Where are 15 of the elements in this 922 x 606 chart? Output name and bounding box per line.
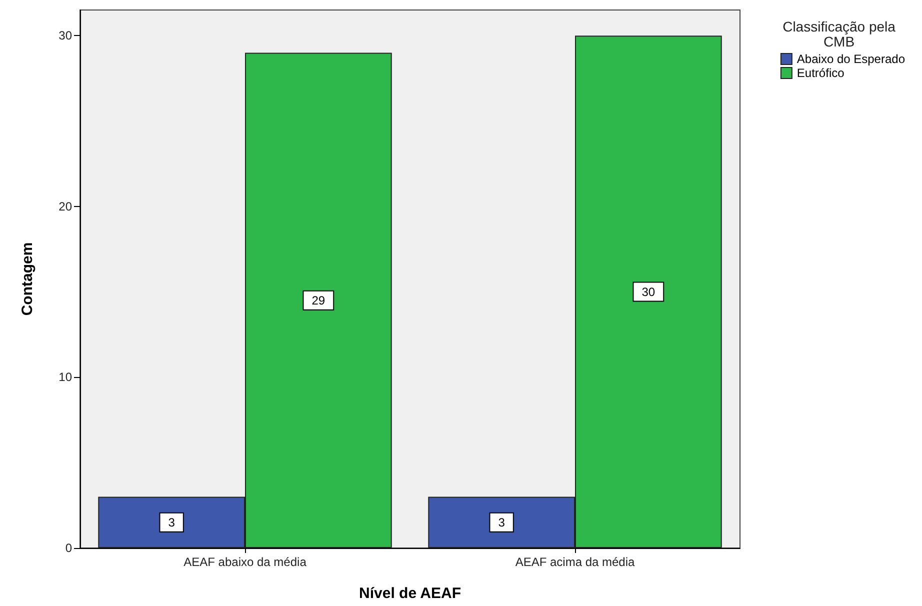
legend-title: Classificação pela CMB xyxy=(782,18,896,50)
y-tick-label: 0 xyxy=(65,541,72,555)
y-axis-title: Contagem xyxy=(19,242,36,316)
y-tick-label: 30 xyxy=(58,28,72,43)
y-tick-label: 10 xyxy=(58,370,72,384)
legend-label: Eutrófico xyxy=(796,66,845,80)
data-label: 30 xyxy=(642,284,656,299)
x-tick-label: AEAF acima da média xyxy=(515,555,636,569)
data-label: 3 xyxy=(498,515,506,530)
data-label: 3 xyxy=(168,515,176,530)
x-axis-title: Nível de AEAF xyxy=(359,585,461,602)
legend-label: Abaixo do Esperado xyxy=(796,52,906,66)
y-tick-label: 20 xyxy=(58,199,72,214)
x-tick-label: AEAF abaixo da média xyxy=(184,555,307,569)
data-label: 29 xyxy=(312,293,326,308)
